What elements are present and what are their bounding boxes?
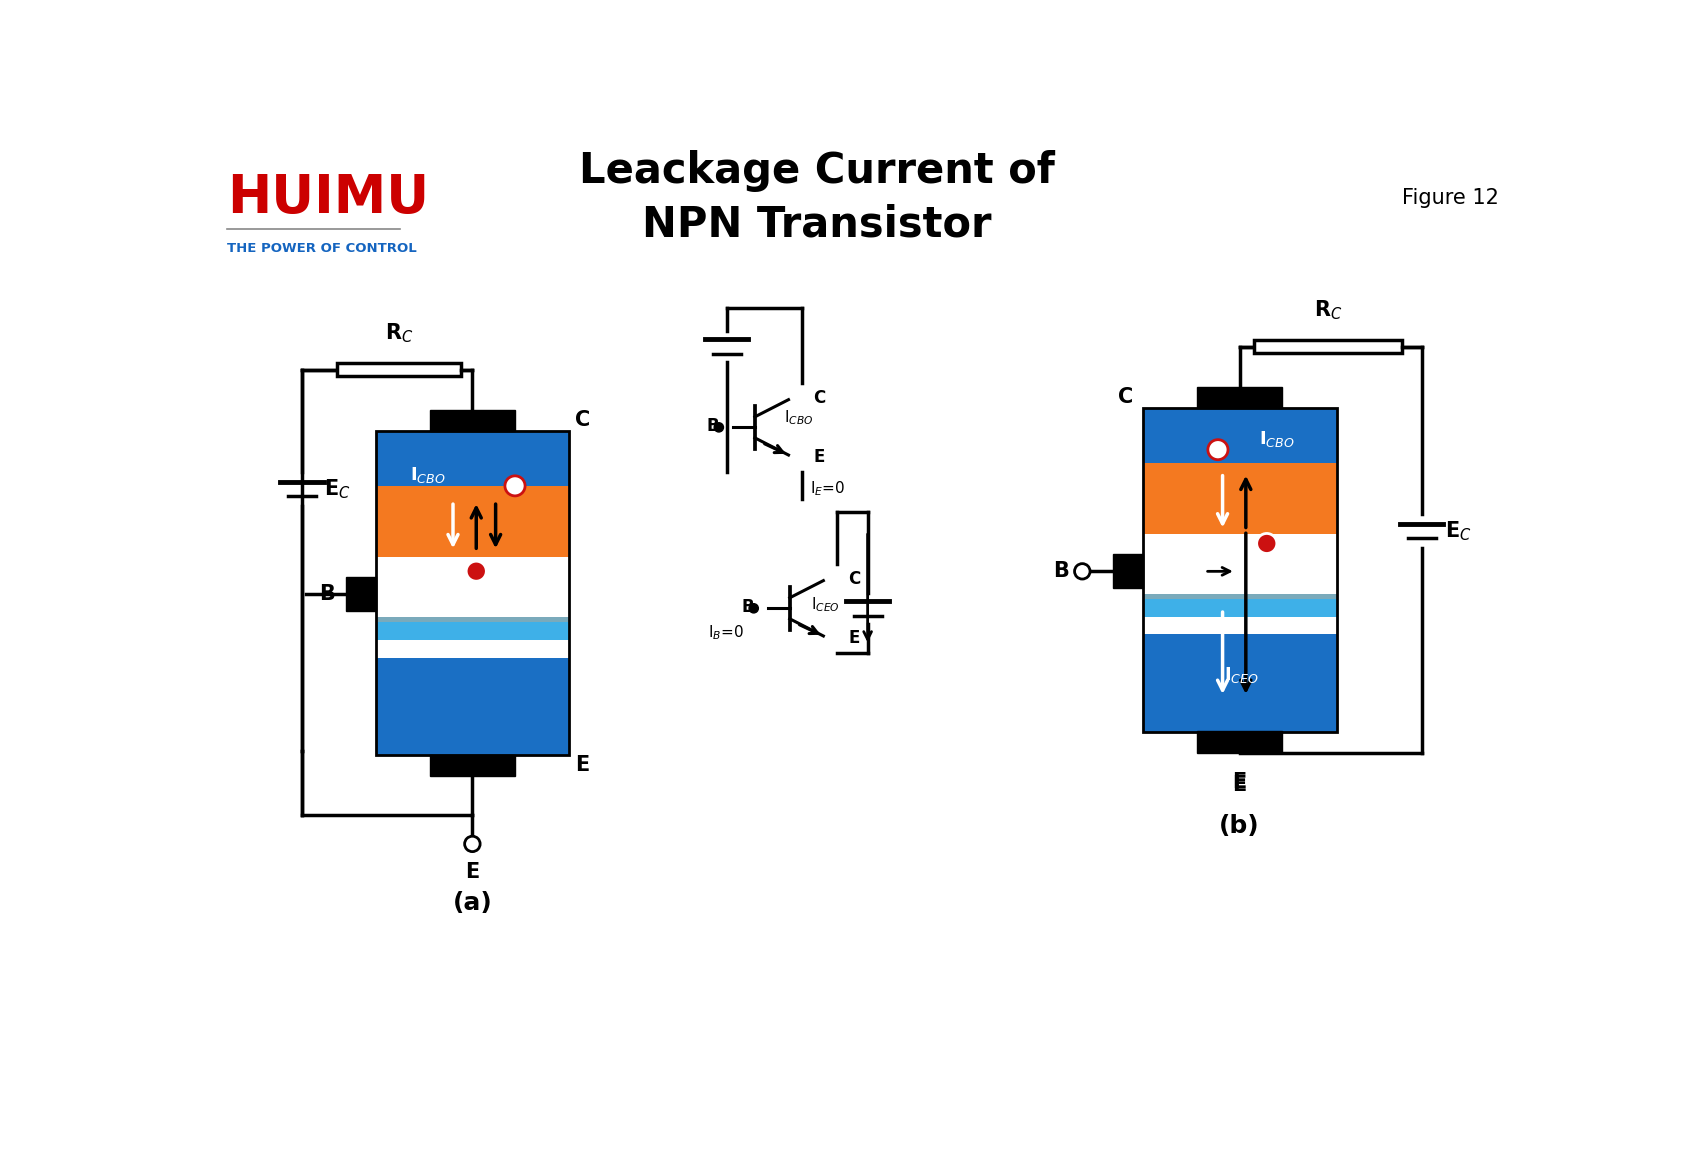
Text: Leackage Current of
NPN Transistor: Leackage Current of NPN Transistor	[579, 150, 1055, 246]
Bar	[1142, 487, 1336, 505]
Bar	[376, 511, 568, 528]
Bar	[1142, 599, 1336, 617]
Circle shape	[1074, 564, 1089, 579]
Circle shape	[465, 836, 480, 851]
Text: I$_B$=0: I$_B$=0	[708, 624, 744, 642]
Text: R$_C$: R$_C$	[385, 321, 414, 345]
Bar	[1142, 634, 1336, 731]
Bar	[337, 363, 461, 377]
Bar	[346, 578, 376, 611]
Bar	[1254, 340, 1402, 353]
Text: I$_{CEO}$: I$_{CEO}$	[812, 595, 839, 613]
Text: E: E	[1232, 775, 1248, 795]
Bar	[376, 431, 568, 528]
Bar	[429, 410, 516, 431]
Text: E: E	[1232, 773, 1248, 792]
Circle shape	[1208, 440, 1229, 460]
Bar	[376, 486, 568, 558]
Text: I$_{CBO}$: I$_{CBO}$	[785, 409, 814, 427]
Text: E: E	[848, 628, 860, 647]
Bar	[429, 754, 516, 776]
Bar	[1142, 594, 1336, 605]
Text: I$_{CEO}$: I$_{CEO}$	[1224, 665, 1259, 685]
Text: C: C	[1118, 387, 1134, 408]
Text: B: B	[740, 598, 754, 616]
Text: THE POWER OF CONTROL: THE POWER OF CONTROL	[226, 243, 417, 255]
Text: I$_{CBO}$: I$_{CBO}$	[1259, 430, 1295, 449]
Text: E: E	[814, 448, 825, 465]
Bar	[1142, 463, 1336, 535]
Bar	[376, 657, 568, 754]
Text: E$_C$: E$_C$	[323, 477, 351, 501]
Bar	[1142, 512, 1336, 523]
Bar	[1142, 408, 1336, 731]
Text: I$_{CBO}$: I$_{CBO}$	[410, 464, 446, 485]
Text: HUIMU: HUIMU	[226, 172, 429, 224]
Text: E: E	[465, 863, 480, 882]
Text: R$_C$: R$_C$	[1314, 298, 1343, 322]
Bar	[1197, 387, 1282, 408]
Bar	[376, 431, 568, 754]
Text: C: C	[814, 389, 825, 407]
Text: (b): (b)	[1219, 814, 1259, 839]
Bar	[376, 623, 568, 640]
Bar	[1197, 731, 1282, 753]
Text: B: B	[1054, 561, 1069, 581]
Text: E$_C$: E$_C$	[1445, 520, 1472, 543]
Text: I$_E$=0: I$_E$=0	[810, 479, 844, 498]
Circle shape	[749, 604, 759, 613]
Circle shape	[1256, 534, 1276, 553]
Text: C: C	[575, 410, 591, 431]
Text: E: E	[575, 755, 589, 775]
Text: C: C	[848, 571, 861, 588]
Text: (a): (a)	[453, 892, 492, 915]
Bar	[376, 617, 568, 628]
Bar	[1113, 554, 1142, 588]
Bar	[376, 535, 568, 546]
Bar	[1142, 408, 1336, 505]
Circle shape	[466, 561, 487, 581]
Text: Figure 12: Figure 12	[1402, 188, 1499, 208]
Text: B: B	[320, 584, 335, 604]
Circle shape	[715, 423, 723, 432]
Circle shape	[505, 476, 526, 495]
Text: B: B	[706, 417, 718, 434]
